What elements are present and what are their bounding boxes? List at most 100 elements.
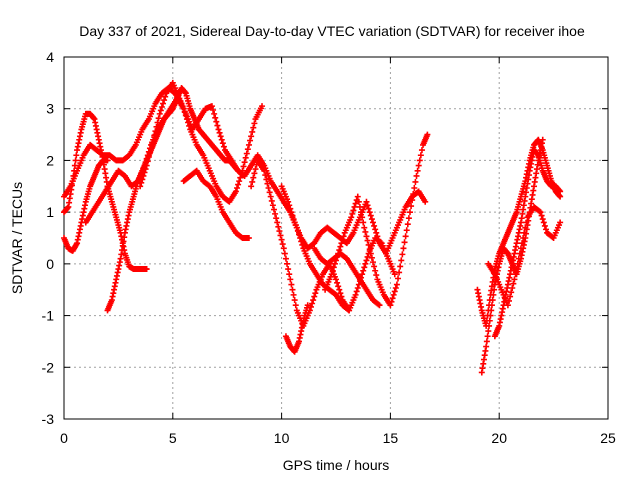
data-point	[483, 338, 490, 345]
data-point	[155, 115, 162, 122]
data-point	[508, 289, 515, 296]
data-point	[352, 291, 359, 298]
data-point	[250, 124, 257, 131]
data-point	[364, 253, 371, 260]
data-point	[376, 302, 383, 309]
data-point	[510, 280, 517, 287]
data-point	[362, 228, 369, 235]
data-point	[523, 219, 530, 226]
data-point	[288, 209, 295, 216]
data-point	[289, 286, 296, 293]
data-point	[349, 210, 356, 217]
data-point	[363, 257, 370, 264]
y-tick-label: 2	[46, 152, 54, 168]
data-point	[513, 266, 520, 273]
data-point	[139, 176, 146, 183]
data-point	[488, 302, 495, 309]
data-point	[490, 291, 497, 298]
data-point	[418, 147, 425, 154]
data-point	[151, 132, 158, 139]
data-point	[391, 288, 398, 295]
data-point	[104, 157, 111, 164]
data-point	[276, 228, 283, 235]
data-point	[486, 317, 493, 324]
y-tick-label: 3	[46, 101, 54, 117]
data-point	[329, 267, 336, 274]
data-point	[539, 216, 546, 223]
data-point	[148, 145, 155, 152]
data-point	[356, 203, 363, 210]
data-point	[280, 245, 287, 252]
data-point	[337, 290, 344, 297]
data-point	[541, 222, 548, 229]
data-point	[352, 200, 359, 207]
data-point	[358, 209, 365, 216]
data-point	[363, 198, 370, 205]
data-point	[396, 269, 403, 276]
data-point	[311, 293, 318, 300]
data-point	[214, 122, 221, 129]
data-point	[286, 202, 293, 209]
data-point	[277, 232, 284, 239]
data-point	[398, 257, 405, 264]
data-point	[145, 153, 152, 160]
data-point	[511, 276, 518, 283]
data-point	[261, 167, 268, 174]
data-point	[287, 276, 294, 283]
series-sat-f	[137, 79, 353, 314]
data-point	[372, 226, 379, 233]
data-point	[537, 209, 544, 216]
data-point	[333, 276, 339, 283]
data-point	[536, 208, 543, 215]
data-point	[372, 267, 379, 274]
data-point	[285, 266, 292, 273]
data-point	[334, 279, 341, 286]
data-point	[483, 343, 490, 350]
data-point	[540, 219, 547, 226]
data-point	[309, 300, 316, 307]
data-point	[244, 146, 251, 153]
x-tick-label: 20	[491, 430, 507, 446]
y-tick-label: -1	[42, 308, 55, 324]
data-point	[219, 140, 226, 147]
data-point	[328, 271, 335, 278]
data-point	[519, 240, 526, 247]
data-point	[489, 297, 496, 304]
data-point	[364, 202, 371, 209]
data-point	[375, 236, 382, 243]
data-point	[272, 210, 279, 217]
data-point	[252, 166, 259, 173]
x-tick-label: 5	[169, 430, 177, 446]
data-point	[158, 103, 165, 110]
grid	[64, 57, 608, 419]
data-point	[409, 197, 416, 204]
data-point	[278, 236, 285, 243]
y-tick-label: -2	[42, 359, 55, 375]
data-point	[403, 227, 410, 234]
data-point	[408, 203, 415, 210]
data-point	[538, 212, 545, 219]
data-point	[485, 328, 492, 335]
x-tick-label: 15	[383, 430, 399, 446]
x-tick-label: 0	[60, 430, 68, 446]
data-point	[310, 297, 317, 304]
data-point	[337, 243, 344, 250]
data-point	[290, 291, 297, 298]
data-point	[338, 293, 345, 300]
data-point	[405, 215, 412, 222]
data-point	[365, 205, 372, 212]
data-point	[150, 136, 157, 143]
data-point	[424, 131, 431, 138]
data-point	[415, 162, 422, 169]
data-point	[390, 291, 397, 298]
data-point	[251, 120, 258, 127]
y-axis-label: SDTVAR / TECUs	[9, 182, 25, 294]
data-point	[142, 166, 149, 173]
data-point	[247, 137, 254, 144]
data-point	[275, 223, 282, 230]
data-point	[235, 181, 242, 188]
data-point	[141, 169, 148, 176]
data-point	[414, 167, 421, 174]
data-point	[522, 224, 529, 231]
data-point	[284, 260, 291, 267]
